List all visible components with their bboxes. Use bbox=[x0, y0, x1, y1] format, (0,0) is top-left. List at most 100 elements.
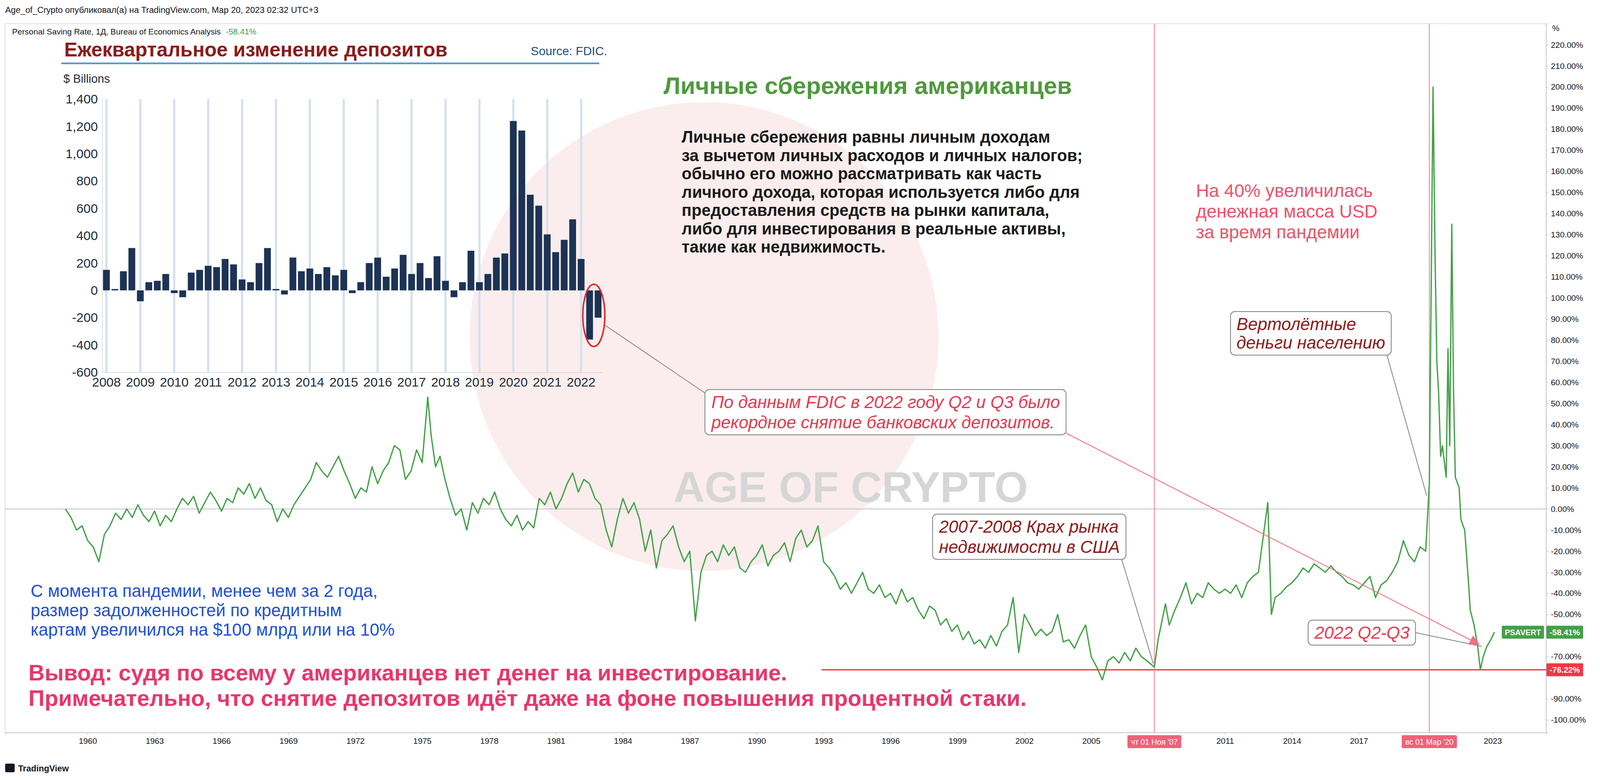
bars bbox=[103, 121, 602, 340]
bar bbox=[247, 282, 254, 291]
tick-label: 2009 bbox=[125, 375, 155, 390]
bar bbox=[323, 267, 331, 291]
axis-line bbox=[1546, 24, 1549, 734]
annotation-text: недвижимости в США bbox=[939, 537, 1121, 557]
y-tick: 1,200 bbox=[65, 119, 103, 134]
axis-line bbox=[102, 372, 603, 373]
bar bbox=[357, 282, 365, 291]
bar bbox=[162, 274, 170, 291]
tick-mark bbox=[1546, 509, 1549, 510]
y-tick: -90.00% bbox=[1546, 694, 1582, 704]
tick-mark bbox=[1546, 319, 1549, 320]
tick-label: 2015 bbox=[329, 375, 359, 390]
leader-line bbox=[1387, 355, 1427, 496]
tick-mark bbox=[1546, 297, 1549, 299]
tick-label: 30.00% bbox=[1550, 441, 1579, 451]
tick-label: 2014 bbox=[1283, 736, 1302, 746]
tick-label: 1990 bbox=[747, 736, 766, 746]
axis-date-label: чт 01 Ноя '07 bbox=[1127, 735, 1182, 749]
inset-title-rule bbox=[61, 62, 600, 65]
bar bbox=[484, 274, 492, 291]
bar bbox=[153, 281, 161, 291]
annotation-box bbox=[704, 389, 1067, 436]
bar bbox=[391, 268, 398, 291]
series-name-label: PSAVERT bbox=[1501, 626, 1544, 639]
tick-mark bbox=[1091, 732, 1092, 736]
bar bbox=[594, 290, 602, 318]
annotation-text: личного дохода, которая используется либ… bbox=[681, 183, 1080, 202]
grid-line bbox=[444, 99, 447, 373]
x-tick: 2014 bbox=[295, 372, 325, 390]
footer: TradingView bbox=[18, 763, 69, 774]
vertical-line bbox=[1154, 23, 1156, 733]
bar bbox=[179, 290, 187, 298]
x-tick: 1987 bbox=[680, 732, 699, 746]
tick-mark bbox=[1546, 614, 1549, 616]
tick-label: 1,200 bbox=[65, 119, 98, 134]
last-value-label: -58.41% bbox=[1546, 626, 1584, 639]
tick-mark bbox=[1546, 488, 1549, 489]
tick-label: 0.00% bbox=[1550, 504, 1575, 514]
tick-mark bbox=[1546, 171, 1549, 173]
bar bbox=[314, 274, 322, 291]
grid-line bbox=[206, 99, 210, 373]
tick-label: 200 bbox=[76, 256, 98, 271]
tick-mark bbox=[823, 732, 824, 736]
tick-mark bbox=[1546, 150, 1549, 151]
y-tick: 600 bbox=[76, 201, 103, 216]
y-tick: -70.00% bbox=[1546, 652, 1582, 662]
y-tick: 160.00% bbox=[1546, 166, 1584, 176]
arrow-line bbox=[1066, 433, 1479, 645]
tick-label: 1978 bbox=[480, 736, 499, 746]
tick-label: -100.00% bbox=[1550, 715, 1586, 725]
annotation-text: предоставления средств на рынки капитала… bbox=[681, 201, 1050, 220]
bar bbox=[569, 219, 577, 291]
tick-mark bbox=[1546, 129, 1549, 130]
tick-label: 120.00% bbox=[1550, 251, 1584, 261]
tick-label: 20.00% bbox=[1550, 462, 1579, 472]
y-tick: -100.00% bbox=[1546, 715, 1586, 725]
inset-y-axis: -600-400-20002004006008001,0001,2001,400 bbox=[65, 91, 103, 380]
annotation-text: обычно его можно рассматривать как часть bbox=[681, 164, 1042, 183]
annotation-text: Личные сбережения равны личным доходам bbox=[681, 128, 1051, 147]
y-tick: 60.00% bbox=[1546, 378, 1579, 388]
grid-line bbox=[173, 99, 176, 373]
tick-mark bbox=[1546, 593, 1549, 595]
watermark: AGE OF CRYPTO bbox=[673, 463, 1028, 512]
tick-label: 2019 bbox=[465, 375, 495, 390]
tick-label: 180.00% bbox=[1550, 124, 1584, 134]
tick-mark bbox=[87, 732, 88, 736]
y-tick: 100.00% bbox=[1546, 293, 1584, 303]
annotation-text: за вычетом личных расходов и личных нало… bbox=[681, 146, 1083, 165]
bar bbox=[297, 271, 305, 291]
tick-label: -400 bbox=[72, 338, 98, 353]
bar bbox=[552, 252, 560, 291]
annotation-text: Вывод: судя по всему у американцев нет д… bbox=[28, 660, 788, 686]
x-tick: 1981 bbox=[547, 732, 566, 746]
tick-label: 1972 bbox=[346, 736, 365, 746]
tick-label: 0 bbox=[90, 283, 98, 298]
y-tick: -400 bbox=[72, 338, 103, 353]
tick-mark bbox=[756, 732, 758, 736]
tick-mark bbox=[221, 732, 223, 736]
tick-mark bbox=[556, 732, 557, 736]
annotation-text: По данным FDIC в 2022 году Q2 и Q3 было bbox=[711, 392, 1061, 412]
y-tick: 30.00% bbox=[1546, 441, 1579, 451]
tick-mark bbox=[1546, 403, 1549, 404]
bar bbox=[170, 290, 178, 294]
x-tick: 2023 bbox=[1483, 732, 1502, 746]
y-tick: 400 bbox=[76, 228, 103, 243]
tick-mark bbox=[154, 732, 156, 736]
bar bbox=[365, 263, 373, 291]
bar bbox=[475, 282, 483, 291]
y-tick: 120.00% bbox=[1546, 251, 1584, 261]
annotation-box bbox=[932, 514, 1127, 560]
tick-mark bbox=[1546, 192, 1549, 194]
bar bbox=[374, 257, 382, 291]
annotation-text: рекордное снятие банковских депозитов. bbox=[710, 413, 1055, 433]
bar bbox=[255, 263, 263, 291]
tick-mark bbox=[623, 732, 624, 736]
grid-line bbox=[275, 99, 278, 373]
tick-mark bbox=[1546, 424, 1549, 426]
y-tick: -200 bbox=[72, 310, 103, 325]
